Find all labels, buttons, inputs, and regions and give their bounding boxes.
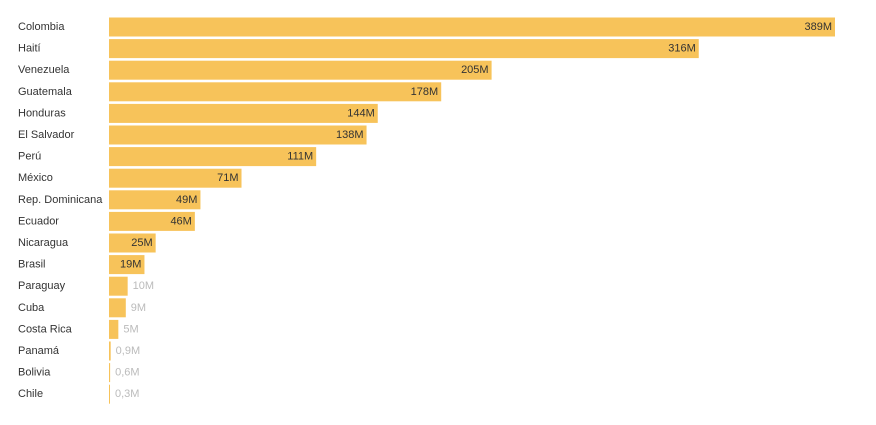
bar [109,60,492,80]
bar-row: Rep. Dominicana 49M [18,190,201,210]
value-label: 178M [411,86,439,98]
bar-row: Paraguay 10M [18,276,154,296]
bar [109,233,156,253]
bar-row: Guatemala 178M [18,82,442,102]
value-label: 0,9M [116,345,140,357]
bar-row: Chile 0,3M [18,384,139,404]
bar [109,147,317,167]
value-label: 0,6M [115,367,139,379]
category-label: Venezuela [18,64,70,76]
bar-row: Cuba 9M [18,298,146,318]
bar-row: Panamá 0,9M [18,341,140,361]
category-label: Cuba [18,302,45,314]
value-label: 19M [120,259,141,271]
bar-row: México 71M [18,168,242,188]
bar [109,298,126,318]
value-label: 316M [668,43,696,55]
bar [109,125,367,145]
bar-row: Honduras 144M [18,103,378,123]
category-label: Rep. Dominicana [18,194,103,206]
category-label: Chile [18,388,43,400]
value-label: 0,3M [115,388,139,400]
value-label: 138M [336,129,364,141]
category-label: Perú [18,151,41,163]
bar [109,190,201,210]
bar [109,255,145,275]
value-label: 144M [347,107,375,119]
category-label: El Salvador [18,129,75,141]
bar [109,17,835,37]
bar [109,82,442,102]
category-label: Honduras [18,107,66,119]
bar [109,319,119,339]
bar-row: El Salvador 138M [18,125,367,145]
value-label: 25M [131,237,152,249]
bar-row: Costa Rica 5M [18,319,139,339]
value-label: 49M [176,194,197,206]
category-label: Colombia [18,21,65,33]
category-label: Ecuador [18,215,59,227]
bar [109,103,378,123]
bar [109,39,699,59]
bar [109,384,110,404]
value-label: 111M [287,151,313,163]
value-label: 389M [804,21,832,33]
category-label: Nicaragua [18,237,69,249]
category-label: Bolivia [18,367,51,379]
bar-row: Bolivia 0,6M [18,363,140,383]
bar [109,211,195,231]
value-label: 46M [170,215,191,227]
bar-row: Brasil 19M [18,255,145,275]
value-label: 205M [461,64,489,76]
category-label: Guatemala [18,86,73,98]
category-label: Costa Rica [18,323,73,335]
value-label: 5M [123,323,138,335]
value-label: 71M [217,172,238,184]
bar [109,341,111,361]
category-label: Paraguay [18,280,66,292]
bar-row: Perú 111M [18,147,317,167]
bar-row: Ecuador 46M [18,211,195,231]
bar-row: Colombia 389M [18,17,835,37]
category-label: Haití [18,43,41,55]
category-label: México [18,172,53,184]
bar [109,168,242,188]
bar-row: Haití 316M [18,39,699,59]
bar [109,276,128,296]
category-label: Panamá [18,345,60,357]
value-label: 9M [131,302,146,314]
bar [109,363,111,383]
value-label: 10M [133,280,154,292]
bar-row: Nicaragua 25M [18,233,156,253]
bar-row: Venezuela 205M [18,60,492,80]
category-label: Brasil [18,259,46,271]
